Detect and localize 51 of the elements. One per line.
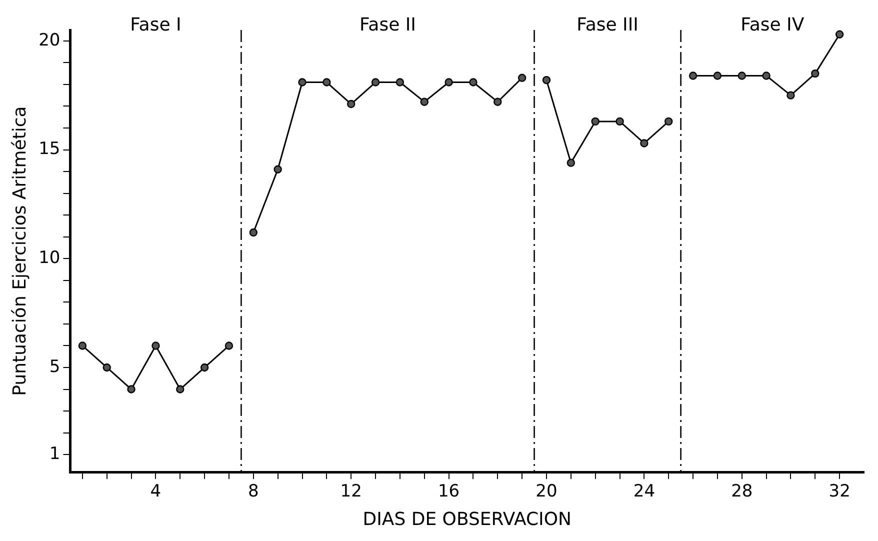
y-tick-label: 10 [38,248,60,268]
point [420,98,428,106]
annotation: Fase I [130,14,182,36]
y-axis-title: Puntuación Ejercicios Aritmética [9,106,30,396]
point [518,74,526,82]
point [200,363,209,372]
point [274,165,282,174]
y-tick-label: 5 [49,356,60,377]
annotation: Fase III [576,14,638,36]
point [713,72,722,80]
point [640,139,648,148]
point [616,117,624,126]
y-tick-label: 1 [49,444,60,464]
point [738,72,746,80]
point [566,158,576,167]
point [102,363,111,372]
point [494,98,502,106]
point [396,78,404,86]
point [249,228,258,237]
point [762,72,770,80]
y-tick-label: 15 [38,139,60,160]
point [786,91,795,100]
y-tick-label: 20 [38,30,60,50]
point [298,78,306,86]
point [591,117,600,126]
point [688,72,698,80]
point [152,342,160,350]
point [78,342,87,350]
x-tick-label: 32 [828,482,850,502]
point [347,100,356,108]
point [542,76,551,84]
point [469,78,478,86]
x-tick-label: 20 [536,482,558,502]
x-tick-label: 12 [340,482,362,502]
x-tick-label: 8 [248,482,259,502]
x-tick-label: 4 [150,482,162,502]
point [224,342,234,350]
point [811,69,820,78]
point [444,78,453,86]
x-axis-title: DIAS DE OBSERVACION [362,508,572,530]
point [371,78,380,86]
point [835,30,844,38]
point [664,117,673,126]
annotation: Fase II [359,14,416,36]
x-tick-label: 24 [633,482,656,502]
point [322,78,331,86]
annotation: Fase IV [740,14,805,36]
point [176,385,184,394]
point [127,385,136,394]
x-tick-label: 28 [731,482,753,502]
x-tick-label: 16 [438,482,460,502]
